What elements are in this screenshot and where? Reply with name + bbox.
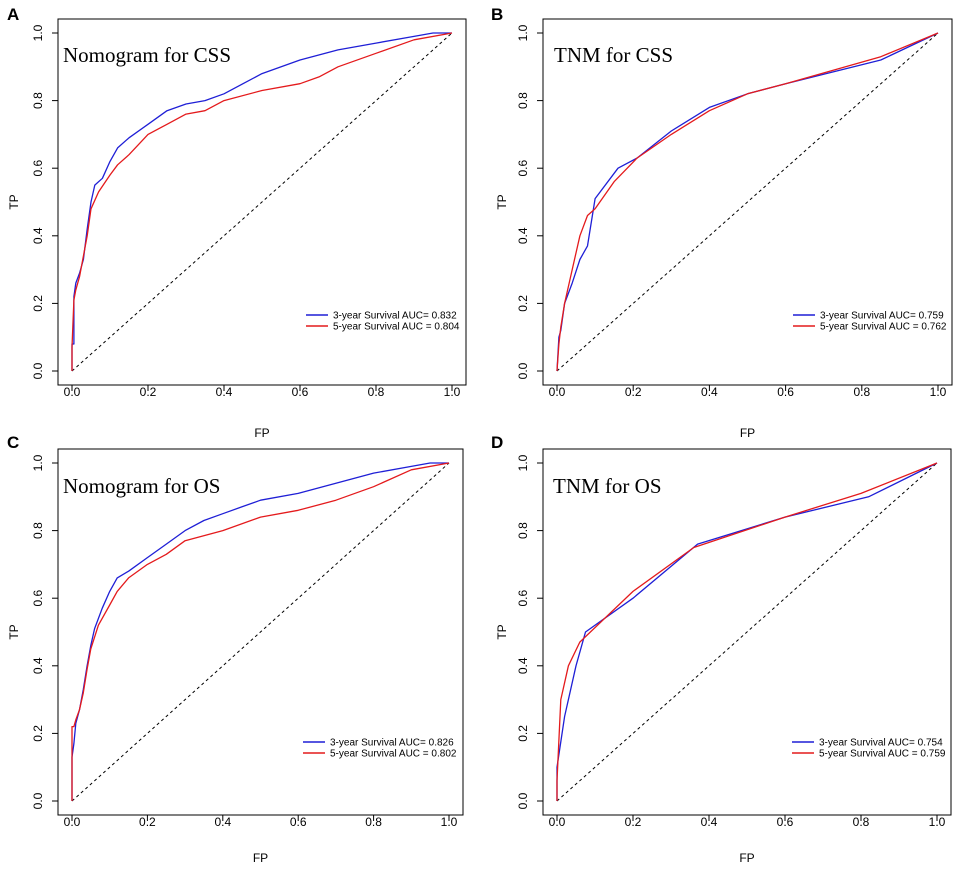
x-tick-label: 0.0 <box>549 385 566 399</box>
x-tick-label: 0.8 <box>365 815 382 829</box>
roc-panel-b: B 0.0 0.2 0.4 0.6 0.8 1.0 0.0 0.2 0.4 0.6 0.8 1.0 FP T… <box>491 5 953 440</box>
panel-letter: C <box>7 433 19 452</box>
y-tick-label: 0.8 <box>516 92 530 109</box>
y-tick-label: 0.6 <box>516 160 530 177</box>
y-tick-label: 1.0 <box>31 454 45 471</box>
x-tick-label: 0.8 <box>853 385 870 399</box>
y-tick-label: 1.0 <box>31 24 45 41</box>
roc-curve-5yr <box>71 462 450 801</box>
y-tick-label: 0.0 <box>516 362 530 379</box>
y-tick-label: 0.4 <box>31 227 45 244</box>
x-tick-label: 0.4 <box>701 385 718 399</box>
y-tick-label: 0.2 <box>31 295 45 312</box>
reference-diagonal <box>71 462 450 802</box>
x-axis-label: FP <box>740 426 755 440</box>
x-tick-label: 1.0 <box>444 385 461 399</box>
x-tick-label: 1.0 <box>930 385 947 399</box>
y-tick-label: 0.4 <box>516 657 530 674</box>
chart-title: Nomogram for CSS <box>63 43 231 67</box>
x-tick-label: 0.2 <box>625 385 642 399</box>
x-tick-label: 1.0 <box>441 815 458 829</box>
x-tick-label: 0.4 <box>701 815 718 829</box>
y-tick-label: 0.2 <box>516 295 530 312</box>
roc-curve-5yr <box>556 462 938 801</box>
chart-title: Nomogram for OS <box>63 474 220 498</box>
y-tick-label: 0.8 <box>31 522 45 539</box>
y-tick-label: 0.4 <box>31 657 45 674</box>
y-axis-label: TP <box>7 624 21 639</box>
y-tick-label: 1.0 <box>516 24 530 41</box>
roc-panel-d: D 0.0 0.2 0.4 0.6 0.8 1.0 0.0 0.2 0.4 0.6 0.8 1.0 FP T… <box>491 433 952 865</box>
y-tick-label: 0.2 <box>516 725 530 742</box>
plot-frame <box>57 448 464 816</box>
x-axis-label: FP <box>253 851 268 865</box>
y-tick-label: 0.2 <box>31 725 45 742</box>
panel-letter: D <box>491 433 503 452</box>
x-tick-label: 0.2 <box>625 815 642 829</box>
plot-frame <box>542 18 953 386</box>
chart-title: TNM for CSS <box>554 43 673 67</box>
legend-label-3yr: 3-year Survival AUC= 0.759 <box>820 311 944 322</box>
y-axis-label: TP <box>495 194 509 209</box>
plot-frame <box>542 448 952 816</box>
roc-curve-3yr <box>556 462 938 801</box>
legend-label-3yr: 3-year Survival AUC= 0.754 <box>819 738 943 749</box>
legend-label-3yr: 3-year Survival AUC= 0.826 <box>330 738 454 749</box>
roc-curve-3yr <box>71 32 452 371</box>
legend-label-3yr: 3-year Survival AUC= 0.832 <box>333 311 457 322</box>
plot-frame <box>57 18 467 386</box>
legend-label-5yr: 5-year Survival AUC = 0.804 <box>333 322 460 333</box>
chart-title: TNM for OS <box>553 474 662 498</box>
y-axis-label: TP <box>495 624 509 639</box>
legend-label-5yr: 5-year Survival AUC = 0.762 <box>820 322 947 333</box>
x-tick-label: 0.6 <box>290 815 307 829</box>
x-tick-label: 0.4 <box>214 815 231 829</box>
y-tick-label: 1.0 <box>516 454 530 471</box>
x-tick-label: 1.0 <box>929 815 946 829</box>
y-tick-label: 0.0 <box>31 362 45 379</box>
x-tick-label: 0.6 <box>777 815 794 829</box>
y-tick-label: 0.6 <box>31 160 45 177</box>
x-tick-label: 0.0 <box>64 385 81 399</box>
reference-diagonal <box>556 32 939 372</box>
reference-diagonal <box>71 32 453 372</box>
x-tick-label: 0.2 <box>140 385 157 399</box>
x-tick-label: 0.4 <box>216 385 233 399</box>
roc-curve-5yr <box>71 32 453 371</box>
roc-curve-5yr <box>556 32 939 372</box>
x-tick-label: 0.6 <box>777 385 794 399</box>
panel-letter: A <box>7 5 19 24</box>
reference-diagonal <box>556 462 938 802</box>
x-tick-label: 0.8 <box>853 815 870 829</box>
panel-letter: B <box>491 5 503 24</box>
y-axis-label: TP <box>7 194 21 209</box>
roc-panel-a: A 0.0 0.2 0.4 0.6 0.8 1.0 0.0 0.2 0.4 0.6 0.8 1.0 FP T… <box>7 5 467 440</box>
y-tick-label: 0.0 <box>31 792 45 809</box>
y-tick-label: 0.6 <box>31 590 45 607</box>
x-tick-label: 0.6 <box>292 385 309 399</box>
legend-label-5yr: 5-year Survival AUC = 0.759 <box>819 749 946 760</box>
x-tick-label: 0.0 <box>549 815 566 829</box>
roc-panel-c: C 0.0 0.2 0.4 0.6 0.8 1.0 0.0 0.2 0.4 0.6 0.8 1.0 FP T… <box>7 433 464 865</box>
x-tick-label: 0.8 <box>368 385 385 399</box>
x-axis-label: FP <box>254 426 269 440</box>
x-tick-label: 0.2 <box>139 815 156 829</box>
x-axis-label: FP <box>739 851 754 865</box>
x-tick-label: 0.0 <box>64 815 81 829</box>
y-tick-label: 0.6 <box>516 590 530 607</box>
y-tick-label: 0.0 <box>516 792 530 809</box>
y-tick-label: 0.8 <box>516 522 530 539</box>
legend-label-5yr: 5-year Survival AUC = 0.802 <box>330 749 457 760</box>
y-tick-label: 0.8 <box>31 92 45 109</box>
y-tick-label: 0.4 <box>516 227 530 244</box>
